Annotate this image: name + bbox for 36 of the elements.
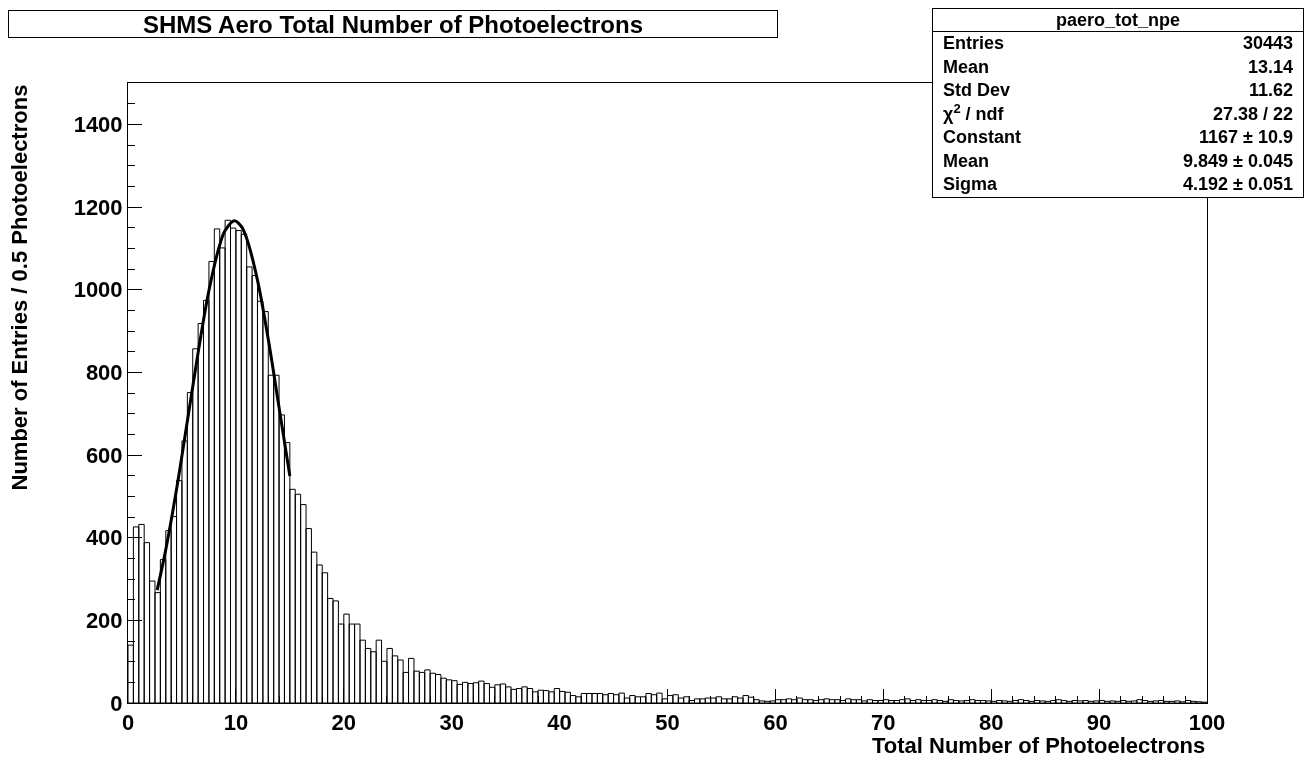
- x-tick-label: 90: [1086, 710, 1112, 736]
- x-tick-label: 80: [978, 710, 1004, 736]
- x-tick-label: 60: [763, 710, 788, 736]
- annotation: Sigma: [943, 173, 998, 196]
- text: paero_tot_npe: [933, 9, 1303, 32]
- x-tick-label: 50: [655, 710, 680, 736]
- annotation: Constant: [943, 126, 1021, 149]
- x-tick-label: 30: [439, 710, 464, 736]
- annotation: Std Dev: [943, 80, 1011, 100]
- text: 30443: [1242, 32, 1293, 55]
- text: 27.38 / 22: [1212, 102, 1293, 126]
- y-axis-title: Number of Entries / 0.5 Photoelectrons: [6, 84, 32, 491]
- x-tick-label: 10: [223, 710, 249, 736]
- annotation: Mean: [943, 149, 990, 173]
- annotation: 1167 ± 10.9: [1199, 126, 1293, 149]
- y-tick-label: 1400: [73, 112, 123, 138]
- text: Mean: [943, 55, 990, 79]
- x-axis-title: Total Number of Photoelectrons: [872, 733, 1206, 758]
- annotation: χ$^{2}$ / ndf: [943, 100, 1004, 126]
- annotation: 9.849 ± 0.045: [1183, 149, 1293, 173]
- x-tick-label: 100: [1188, 710, 1226, 736]
- text: 13.14: [1247, 55, 1293, 79]
- text: 11.62: [1248, 79, 1293, 102]
- x-tick-label: 70: [871, 710, 896, 736]
- y-tick-label: 0: [110, 690, 123, 716]
- y-tick-label: 400: [85, 525, 123, 551]
- annotation: 4.192 ± 0.051: [1183, 173, 1293, 196]
- text: Entries: [943, 32, 1005, 55]
- y-tick-label: 200: [85, 608, 123, 634]
- y-tick-label: 800: [85, 360, 123, 386]
- chart-title: SHMS Aero Total Number of Photoelectrons: [8, 10, 778, 38]
- y-tick-label: 1000: [73, 277, 123, 303]
- x-tick-label: 20: [331, 710, 357, 736]
- x-tick-label: 40: [547, 710, 572, 736]
- y-tick-label: 1200: [73, 194, 123, 220]
- y-tick-label: 600: [85, 442, 123, 468]
